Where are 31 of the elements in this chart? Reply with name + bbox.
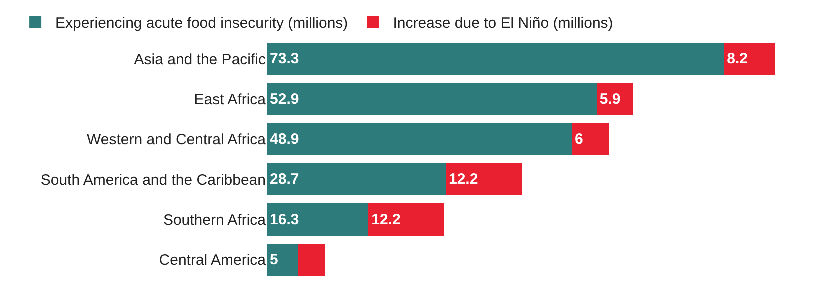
data-label: 52.9 [270, 90, 300, 108]
data-label: 73.3 [270, 50, 300, 68]
legend-label: Experiencing acute food insecurity (millions) [56, 15, 348, 32]
bar [368, 204, 445, 236]
legend-label: Increase due to El Niño (millions) [393, 15, 614, 32]
data-label: 5.9 [600, 90, 621, 108]
bar [724, 43, 776, 76]
y-tick-label: Central America [159, 252, 267, 270]
data-label: 28.7 [270, 171, 300, 188]
bar [267, 43, 724, 76]
data-label: 6 [574, 130, 584, 148]
bar [446, 164, 522, 196]
y-tick-label: Asia and the Pacific [134, 51, 266, 68]
bar [267, 123, 572, 156]
data-label: 12.2 [372, 211, 401, 228]
y-tick-label: East Africa [194, 92, 267, 108]
bar [267, 204, 369, 236]
data-label: 12.2 [448, 171, 478, 188]
y-tick-label: Western and Central Africa [87, 132, 267, 149]
data-label: 5 [270, 251, 278, 268]
bar [572, 123, 610, 156]
bar [267, 83, 597, 116]
bar [298, 244, 326, 276]
bar [267, 164, 446, 196]
data-label: 16.3 [270, 211, 300, 228]
y-tick-label: Southern Africa [163, 212, 267, 229]
data-label: 48.9 [270, 130, 300, 148]
bar [267, 244, 298, 276]
y-tick-label: South America and the Caribbean [40, 172, 266, 189]
bar [596, 83, 634, 116]
data-label: 8.2 [727, 50, 748, 68]
